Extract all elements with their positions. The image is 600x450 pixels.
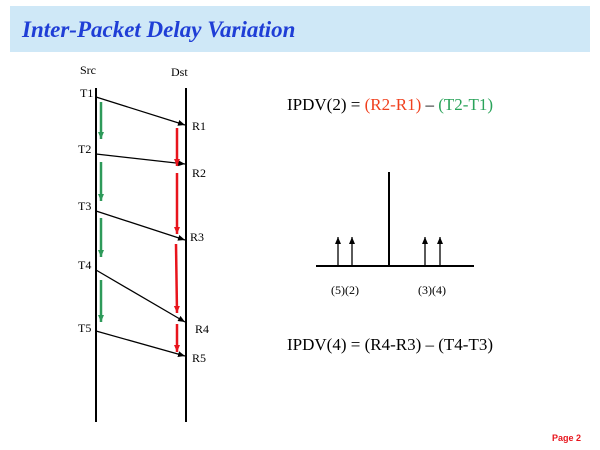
page-number: Page 2 <box>552 433 581 443</box>
send-label: T2 <box>78 142 91 156</box>
formula-part: IPDV(2) = <box>287 95 365 114</box>
src-label: Src <box>80 63 96 77</box>
send-label: T5 <box>78 321 91 335</box>
variation-arrows <box>335 237 443 266</box>
packet-arrows <box>95 96 186 357</box>
title: Inter-Packet Delay Variation <box>21 17 295 42</box>
receive-label: R3 <box>190 230 204 244</box>
formula-part: (T2-T1) <box>438 95 493 114</box>
receive-gaps <box>173 128 180 352</box>
title-band <box>10 6 590 52</box>
formula-top: IPDV(2) = (R2-R1) – (T2-T1) <box>287 95 493 114</box>
send-label: T4 <box>78 258 91 272</box>
formula-part: – <box>421 95 438 114</box>
send-label: T1 <box>80 86 93 100</box>
axis-label: (5)(2) <box>331 283 359 297</box>
receive-label: R4 <box>195 322 209 336</box>
receive-label: R2 <box>192 166 206 180</box>
receive-label: R1 <box>192 119 206 133</box>
formula-bottom: IPDV(4) = (R4-R3) – (T4-T3) <box>287 335 493 354</box>
axis-label: (3)(4) <box>418 283 446 297</box>
send-label: T3 <box>78 199 91 213</box>
dst-label: Dst <box>171 65 188 79</box>
receive-label: R5 <box>192 351 206 365</box>
formula-part: (R2-R1) <box>365 95 422 114</box>
